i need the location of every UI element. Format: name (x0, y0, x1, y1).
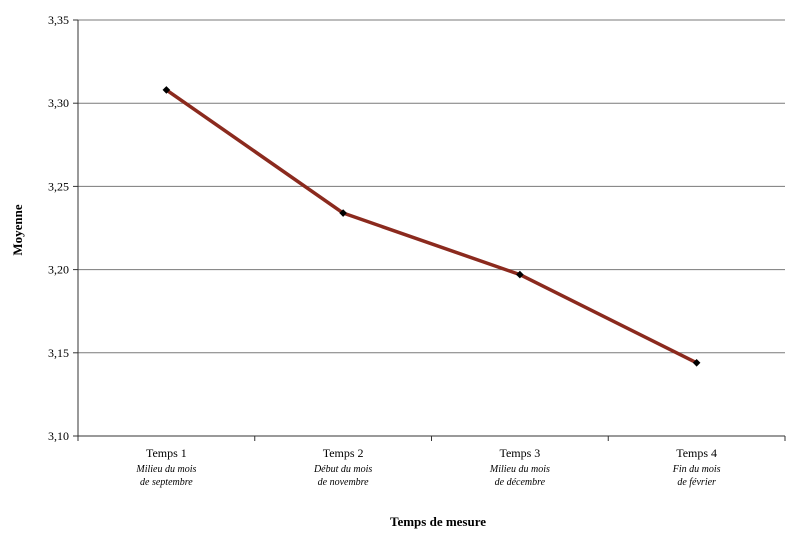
data-point-marker (692, 358, 701, 367)
x-tick-label: Temps 2 (323, 446, 364, 460)
series-line (164, 88, 699, 365)
x-tick-label: Temps 1 (146, 446, 187, 460)
series (162, 86, 701, 367)
data-point-marker (162, 86, 171, 94)
x-tick-sublabel: de février (677, 477, 716, 488)
x-axis-title: Temps de mesure (390, 514, 486, 529)
y-tick-label: 3,15 (48, 346, 69, 360)
x-tick-sublabel: de septembre (140, 477, 193, 488)
gridlines (78, 19, 785, 354)
x-tick-sublabel: Fin du mois (672, 464, 721, 475)
data-point-marker (516, 270, 524, 279)
x-tick-sublabel: Milieu du mois (489, 464, 550, 475)
x-tick-label: Temps 3 (499, 446, 540, 460)
y-tick-label: 3,35 (48, 13, 69, 27)
x-tick-sublabel: de novembre (318, 477, 370, 488)
x-tick-label: Temps 4 (676, 446, 717, 460)
y-tick-label: 3,20 (48, 263, 69, 277)
y-tick-label: 3,25 (48, 179, 69, 193)
x-tick-sublabel: de décembre (495, 477, 546, 488)
x-tick-sublabel: Milieu du mois (135, 464, 196, 475)
y-tick-labels: 3,10 3,15 3,20 3,25 3,30 3,35 (48, 13, 69, 443)
y-tick-label: 3,30 (48, 96, 69, 110)
y-axis-title: Moyenne (10, 204, 25, 256)
axes (73, 19, 786, 441)
data-point-marker (339, 209, 347, 217)
y-tick-label: 3,10 (48, 429, 69, 443)
x-tick-sublabel: Début du mois (313, 464, 372, 475)
x-tick-labels: Temps 1 Milieu du mois de septembre Temps 2… (135, 446, 720, 488)
